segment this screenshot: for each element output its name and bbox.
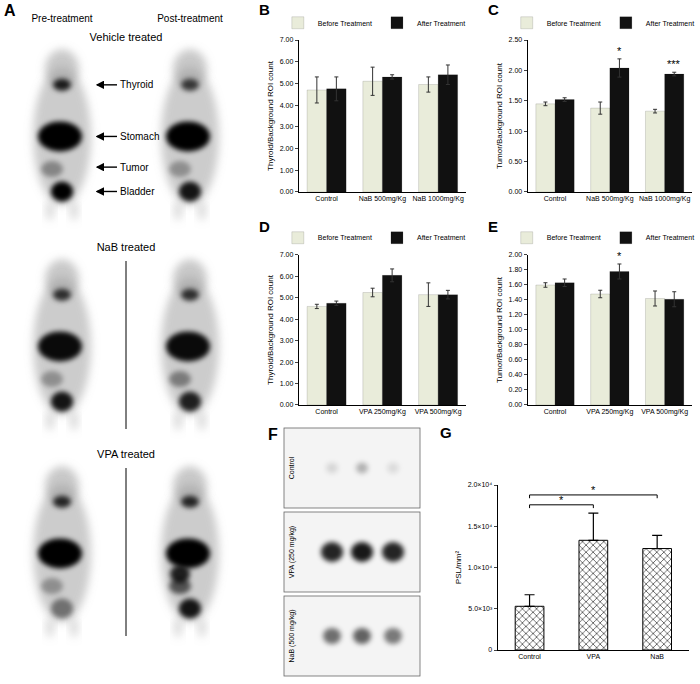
svg-text:Control: Control	[544, 408, 567, 415]
svg-text:Control: Control	[288, 456, 295, 479]
svg-text:After Treatment: After Treatment	[646, 20, 694, 27]
svg-text:NaB: NaB	[650, 653, 664, 660]
svg-text:B: B	[259, 1, 270, 18]
svg-text:*: *	[559, 494, 564, 506]
svg-text:NaB (500 mg/kg): NaB (500 mg/kg)	[288, 610, 296, 663]
svg-text:Control: Control	[315, 408, 338, 415]
svg-text:Before Treatment: Before Treatment	[547, 20, 601, 27]
svg-text:Vehicle treated: Vehicle treated	[90, 31, 163, 43]
svg-text:Tumor: Tumor	[120, 162, 149, 173]
svg-text:4.00: 4.00	[280, 316, 294, 323]
svg-text:5.00: 5.00	[280, 294, 294, 301]
svg-text:After Treatment: After Treatment	[646, 234, 694, 241]
svg-text:7.00: 7.00	[280, 36, 294, 43]
svg-text:G: G	[440, 424, 452, 441]
svg-text:Pre-treatment: Pre-treatment	[31, 13, 92, 24]
svg-text:Bladder: Bladder	[120, 186, 155, 197]
svg-text:1.0×10⁴: 1.0×10⁴	[468, 564, 493, 571]
svg-text:NaB treated: NaB treated	[97, 241, 156, 253]
svg-text:3.00: 3.00	[280, 337, 294, 344]
svg-text:5.0×10³: 5.0×10³	[468, 605, 493, 612]
svg-text:6.00: 6.00	[280, 273, 294, 280]
svg-text:0.00: 0.00	[509, 401, 523, 408]
svg-text:VPA: VPA	[587, 653, 601, 660]
svg-text:NaB 1000mg/Kg: NaB 1000mg/Kg	[412, 195, 463, 203]
svg-text:NaB 500mg/Kg: NaB 500mg/Kg	[359, 195, 407, 203]
svg-text:5.00: 5.00	[280, 80, 294, 87]
svg-text:4.00: 4.00	[280, 102, 294, 109]
svg-text:C: C	[488, 1, 499, 18]
svg-text:Tumor/Background ROI count: Tumor/Background ROI count	[495, 62, 504, 169]
svg-text:2.00: 2.00	[509, 251, 523, 258]
svg-text:Before Treatment: Before Treatment	[318, 20, 372, 27]
svg-text:1.00: 1.00	[280, 167, 294, 174]
svg-text:1.60: 1.60	[509, 281, 523, 288]
svg-text:VPA 500mg/Kg: VPA 500mg/Kg	[415, 408, 462, 416]
svg-text:6.00: 6.00	[280, 58, 294, 65]
svg-text:1.5×10⁴: 1.5×10⁴	[468, 523, 493, 530]
svg-text:Control: Control	[544, 195, 567, 202]
svg-text:***: ***	[667, 58, 681, 70]
svg-text:0.40: 0.40	[509, 371, 523, 378]
svg-text:2.00: 2.00	[509, 67, 523, 74]
svg-text:PSL/mm²: PSL/mm²	[454, 551, 463, 585]
svg-text:1.00: 1.00	[280, 380, 294, 387]
svg-text:1.50: 1.50	[509, 97, 523, 104]
svg-text:0.80: 0.80	[509, 341, 523, 348]
svg-text:VPA 250mg/Kg: VPA 250mg/Kg	[586, 408, 633, 416]
svg-text:3.00: 3.00	[280, 123, 294, 130]
svg-text:F: F	[268, 426, 278, 443]
svg-text:Stomach: Stomach	[120, 131, 159, 142]
svg-text:1.20: 1.20	[509, 311, 523, 318]
svg-text:0.00: 0.00	[280, 401, 294, 408]
svg-text:Thyroid/Background ROI count: Thyroid/Background ROI count	[266, 274, 275, 385]
svg-text:*: *	[617, 45, 622, 57]
svg-text:1.80: 1.80	[509, 266, 523, 273]
svg-text:NaB 1000mg/Kg: NaB 1000mg/Kg	[639, 195, 690, 203]
svg-text:2.50: 2.50	[509, 36, 523, 43]
svg-text:After Treatment: After Treatment	[417, 20, 465, 27]
svg-text:Tumor/Background ROI count: Tumor/Background ROI count	[495, 276, 504, 383]
svg-text:1.00: 1.00	[509, 326, 523, 333]
svg-text:Control: Control	[518, 653, 541, 660]
svg-text:After Treatment: After Treatment	[417, 234, 465, 241]
svg-text:2.00: 2.00	[280, 145, 294, 152]
svg-text:Before Treatment: Before Treatment	[547, 234, 601, 241]
svg-text:Thyroid: Thyroid	[120, 79, 153, 90]
svg-text:0.00: 0.00	[280, 188, 294, 195]
svg-text:VPA (250 mg/kg): VPA (250 mg/kg)	[288, 526, 296, 578]
svg-text:0.60: 0.60	[509, 356, 523, 363]
svg-text:VPA 250mg/Kg: VPA 250mg/Kg	[359, 408, 406, 416]
svg-text:0.50: 0.50	[509, 158, 523, 165]
svg-text:0: 0	[488, 646, 492, 653]
svg-text:E: E	[488, 218, 498, 235]
svg-text:1.40: 1.40	[509, 296, 523, 303]
svg-text:Post-treatment: Post-treatment	[157, 13, 223, 24]
svg-text:2.00: 2.00	[280, 359, 294, 366]
svg-text:*: *	[617, 250, 622, 262]
svg-text:2.0×10⁴: 2.0×10⁴	[468, 481, 493, 488]
svg-text:Control: Control	[315, 195, 338, 202]
svg-text:Before Treatment: Before Treatment	[318, 234, 372, 241]
svg-text:D: D	[259, 218, 270, 235]
svg-text:VPA treated: VPA treated	[97, 448, 155, 460]
svg-text:VPA 500mg/Kg: VPA 500mg/Kg	[641, 408, 688, 416]
svg-text:NaB 500mg/Kg: NaB 500mg/Kg	[586, 195, 634, 203]
svg-text:0.20: 0.20	[509, 386, 523, 393]
svg-text:7.00: 7.00	[280, 251, 294, 258]
svg-text:A: A	[4, 2, 16, 19]
svg-text:0.00: 0.00	[509, 188, 523, 195]
svg-text:Thyroid/Background ROI count: Thyroid/Background ROI count	[266, 60, 275, 171]
svg-text:*: *	[591, 484, 596, 496]
svg-text:1.00: 1.00	[509, 128, 523, 135]
